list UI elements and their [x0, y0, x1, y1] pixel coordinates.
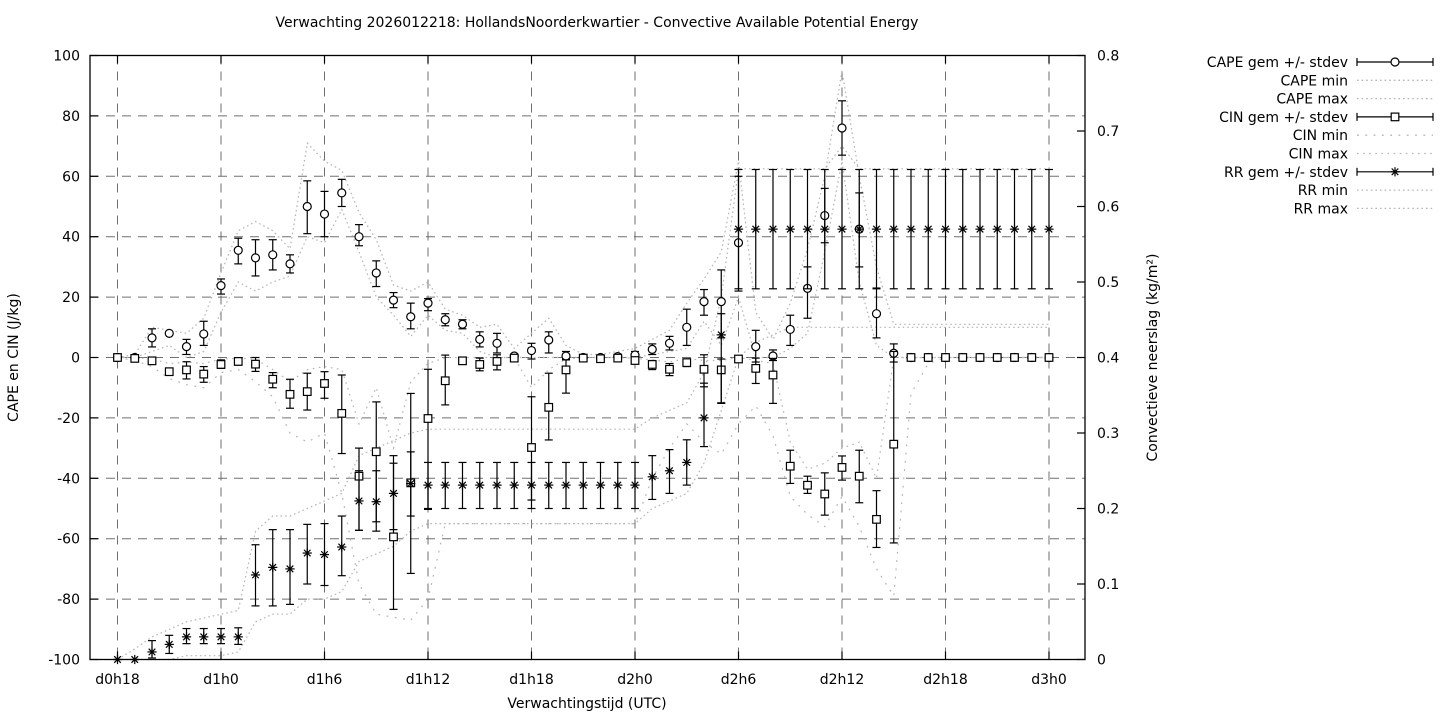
legend-label: CIN max — [1289, 147, 1348, 163]
y-left-tick-label: 0 — [71, 351, 80, 367]
y-left-tick-label: -100 — [48, 653, 80, 669]
x-tick-label: d1h18 — [509, 672, 553, 688]
y-left-tick-label: -80 — [57, 592, 80, 608]
legend-label: RR min — [1298, 183, 1348, 199]
y-left-tick-label: -40 — [57, 471, 80, 487]
y-right-axis-title: Convectieve neerslag (kg/m²) — [1145, 254, 1161, 462]
x-tick-label: d1h6 — [307, 672, 343, 688]
legend-label: CIN min — [1293, 128, 1348, 144]
y-right-tick-label: 0 — [1097, 653, 1106, 669]
y-left-tick-label: 20 — [62, 290, 80, 306]
y-right-tick-label: 0.7 — [1097, 124, 1119, 140]
legend-label: RR gem +/- stdev — [1224, 165, 1348, 181]
y-left-tick-label: 40 — [62, 230, 80, 246]
y-left-tick-label: -60 — [57, 532, 80, 548]
axis-ticks — [90, 54, 1085, 661]
y-right-tick-label: 0.8 — [1097, 49, 1119, 65]
x-tick-label: d2h6 — [721, 672, 757, 688]
x-tick-labels: d0h18 d1h0 d1h6 d1h12 d1h18 d2h0 d2h6 d2h12 d2h1… — [95, 672, 1067, 688]
rr-max-envelope — [117, 145, 1049, 661]
rr-min-envelope — [117, 326, 1049, 661]
chart-title: Verwachting 2026012218: HollandsNoorderk… — [276, 15, 919, 31]
cin-series — [113, 350, 1054, 610]
rr-series — [112, 168, 1054, 665]
y-right-tick-label: 0.1 — [1097, 577, 1119, 593]
y-left-tick-label: 60 — [62, 169, 80, 185]
legend-label: RR max — [1294, 201, 1348, 217]
legend: CAPE gem +/- stdev CAPE min CAPE max CIN ge… — [1207, 55, 1434, 217]
grid-lines — [90, 55, 1085, 660]
y-right-tick-labels: 0.8 0.7 0.6 0.5 0.4 0.3 0.2 0.1 0 — [1097, 49, 1119, 669]
y-left-tick-label: 100 — [53, 49, 80, 65]
y-right-tick-label: 0.5 — [1097, 275, 1119, 291]
x-tick-label: d1h0 — [203, 672, 239, 688]
y-left-tick-label: 80 — [62, 109, 80, 125]
x-tick-label: d3h0 — [1031, 672, 1067, 688]
cape-max-envelope — [117, 70, 1049, 359]
y-left-tick-labels: 100 80 60 40 20 0 -20 -40 -60 -80 -100 — [48, 49, 80, 669]
x-tick-label: d2h12 — [820, 672, 864, 688]
y-right-tick-label: 0.4 — [1097, 351, 1119, 367]
y-left-tick-label: -20 — [57, 411, 80, 427]
legend-label: CAPE gem +/- stdev — [1207, 55, 1348, 71]
legend-label: CAPE max — [1276, 92, 1348, 108]
y-right-tick-label: 0.6 — [1097, 200, 1119, 216]
x-tick-label: d1h12 — [406, 672, 450, 688]
x-tick-label: d2h18 — [923, 672, 967, 688]
y-right-tick-label: 0.3 — [1097, 426, 1119, 442]
legend-label: CIN gem +/- stdev — [1219, 110, 1348, 126]
x-tick-label: d0h18 — [95, 672, 139, 688]
y-left-axis-title: CAPE en CIN (J/kg) — [6, 293, 22, 422]
legend-label: CAPE min — [1281, 73, 1349, 89]
x-tick-label: d2h0 — [617, 672, 653, 688]
cin-max-envelope — [117, 356, 1049, 481]
y-right-tick-label: 0.2 — [1097, 502, 1119, 518]
x-axis-title: Verwachtingstijd (UTC) — [507, 696, 666, 712]
